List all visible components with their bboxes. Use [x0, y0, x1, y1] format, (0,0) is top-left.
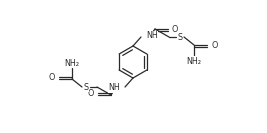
- Text: NH₂: NH₂: [65, 59, 80, 68]
- Text: O: O: [211, 41, 217, 51]
- Text: O: O: [88, 90, 94, 99]
- Text: NH: NH: [108, 84, 120, 92]
- Text: O: O: [172, 26, 178, 34]
- Text: O: O: [49, 74, 55, 82]
- Text: NH: NH: [146, 32, 158, 41]
- Text: S: S: [178, 32, 183, 41]
- Text: NH₂: NH₂: [187, 57, 202, 65]
- Text: S: S: [83, 82, 89, 92]
